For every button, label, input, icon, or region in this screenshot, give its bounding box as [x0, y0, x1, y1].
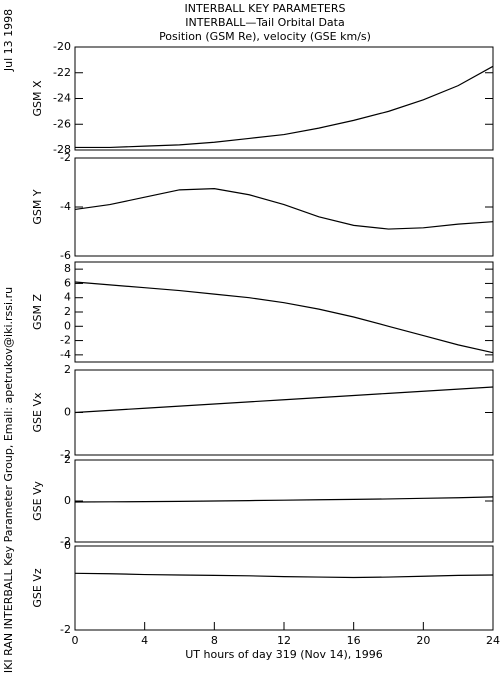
x-tick-label: 8	[211, 634, 218, 647]
y-tick-label: 2	[64, 305, 71, 318]
chart-subtitle: INTERBALL—Tail Orbital Data	[185, 16, 344, 29]
y-tick-label: -26	[53, 117, 71, 130]
y-tick-label: 0	[64, 539, 71, 552]
y-tick-label: 4	[64, 291, 71, 304]
x-tick-label: 0	[72, 634, 79, 647]
chart-description: Position (GSM Re), velocity (GSE km/s)	[159, 30, 371, 43]
data-line	[75, 65, 494, 149]
chart-title: INTERBALL KEY PARAMETERS	[185, 2, 346, 15]
y-tick-label: -4	[60, 348, 71, 361]
y-tick-label: -22	[53, 66, 71, 79]
y-tick-label: 2	[64, 363, 71, 376]
y-tick-label: -4	[60, 200, 71, 213]
y-tick-label: -2	[60, 448, 71, 461]
panel-frame	[74, 545, 494, 631]
x-tick-label: 20	[416, 634, 430, 647]
x-tick-label: 24	[486, 634, 500, 647]
y-tick-label: -6	[60, 249, 71, 262]
y-tick-label: -2	[60, 535, 71, 548]
y-tick-label: -28	[53, 143, 71, 156]
y-tick-label: 0	[64, 406, 71, 419]
y-tick-label: -20	[53, 40, 71, 53]
y-tick-label: -2	[60, 151, 71, 164]
panel-frame	[74, 369, 494, 456]
y-axis-label: GSE Vy	[31, 481, 44, 521]
y-axis-label: GSE Vx	[31, 392, 44, 432]
panel-frame	[74, 157, 494, 257]
y-tick-label: 8	[64, 262, 71, 275]
y-axis-label: GSM Z	[31, 294, 44, 330]
credit-label: IKI RAN INTERBALL Key Parameter Group, E…	[2, 287, 15, 673]
y-tick-label: -24	[53, 92, 71, 105]
y-tick-label: 2	[64, 453, 71, 466]
data-line	[74, 496, 494, 503]
y-tick-label: 0	[64, 319, 71, 332]
y-axis-label: GSM Y	[31, 189, 44, 224]
y-tick-label: 6	[64, 276, 71, 289]
y-tick-label: -2	[60, 623, 71, 636]
panel-frame	[74, 459, 494, 543]
x-tick-label: 4	[141, 634, 148, 647]
y-tick-label: -2	[60, 334, 71, 347]
data-line	[74, 386, 494, 414]
date-label: Jul 13 1998	[2, 9, 15, 72]
data-line	[74, 572, 494, 579]
x-tick-label: 12	[277, 634, 291, 647]
panel-frame	[74, 261, 494, 363]
x-tick-label: 16	[347, 634, 361, 647]
data-line	[74, 281, 494, 354]
y-tick-label: 0	[64, 494, 71, 507]
y-axis-label: GSM X	[31, 80, 44, 116]
data-line	[74, 188, 494, 230]
x-axis-label: UT hours of day 319 (Nov 14), 1996	[185, 648, 383, 661]
y-axis-label: GSE Vz	[31, 568, 44, 607]
